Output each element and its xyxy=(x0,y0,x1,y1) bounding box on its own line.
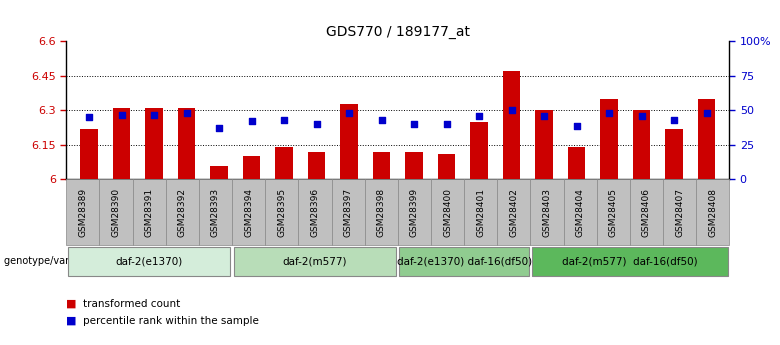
Bar xyxy=(438,154,456,179)
Bar xyxy=(210,166,228,179)
Bar xyxy=(145,108,163,179)
Point xyxy=(668,117,680,123)
Text: GSM28402: GSM28402 xyxy=(509,188,519,237)
Text: GSM28389: GSM28389 xyxy=(78,188,87,237)
Bar xyxy=(80,129,98,179)
Bar xyxy=(275,147,293,179)
Text: GSM28406: GSM28406 xyxy=(642,188,651,237)
Point xyxy=(213,126,225,131)
Bar xyxy=(470,122,488,179)
Text: GSM28399: GSM28399 xyxy=(410,188,419,237)
Point xyxy=(570,123,583,128)
Bar xyxy=(373,152,391,179)
Text: GSM28396: GSM28396 xyxy=(310,188,320,237)
Text: GSM28394: GSM28394 xyxy=(244,188,254,237)
Bar xyxy=(697,99,715,179)
Text: GSM28405: GSM28405 xyxy=(608,188,618,237)
Bar xyxy=(535,110,553,179)
Bar xyxy=(307,152,325,179)
Point xyxy=(148,112,161,117)
Text: GSM28408: GSM28408 xyxy=(708,188,718,237)
Bar xyxy=(340,104,358,179)
Text: genotype/variation ▶: genotype/variation ▶ xyxy=(4,256,107,266)
Bar xyxy=(502,71,520,179)
Text: GSM28403: GSM28403 xyxy=(542,188,551,237)
Text: ■: ■ xyxy=(66,316,76,326)
Text: transformed count: transformed count xyxy=(83,299,181,308)
Text: GSM28390: GSM28390 xyxy=(112,188,121,237)
Point xyxy=(505,108,518,113)
Point xyxy=(278,117,290,123)
Point xyxy=(603,110,615,116)
Point xyxy=(375,117,388,123)
Text: GSM28400: GSM28400 xyxy=(443,188,452,237)
Text: ■: ■ xyxy=(66,299,76,308)
Point xyxy=(408,121,420,127)
Text: GSM28395: GSM28395 xyxy=(277,188,286,237)
Text: daf-2(m577)  daf-16(df50): daf-2(m577) daf-16(df50) xyxy=(562,256,697,266)
Text: GSM28404: GSM28404 xyxy=(576,188,585,237)
Text: percentile rank within the sample: percentile rank within the sample xyxy=(83,316,259,326)
Point xyxy=(343,110,356,116)
Text: daf-2(m577): daf-2(m577) xyxy=(282,256,347,266)
Text: daf-2(e1370) daf-16(df50): daf-2(e1370) daf-16(df50) xyxy=(396,256,532,266)
Bar xyxy=(405,152,423,179)
Bar xyxy=(178,108,196,179)
Text: GSM28393: GSM28393 xyxy=(211,188,220,237)
Bar xyxy=(112,108,130,179)
Bar xyxy=(243,156,261,179)
Point xyxy=(83,115,95,120)
Point xyxy=(180,110,193,116)
Text: GSM28407: GSM28407 xyxy=(675,188,684,237)
Bar xyxy=(568,147,586,179)
Point xyxy=(310,121,323,127)
Point xyxy=(538,113,551,119)
Text: GSM28401: GSM28401 xyxy=(476,188,485,237)
Point xyxy=(700,110,713,116)
Text: GSM28397: GSM28397 xyxy=(343,188,353,237)
Point xyxy=(636,113,648,119)
Text: GSM28391: GSM28391 xyxy=(144,188,154,237)
Point xyxy=(115,112,128,117)
Bar xyxy=(665,129,683,179)
Bar xyxy=(600,99,618,179)
Point xyxy=(246,119,258,124)
Text: GSM28398: GSM28398 xyxy=(377,188,386,237)
Text: GSM28392: GSM28392 xyxy=(178,188,187,237)
Bar xyxy=(633,110,651,179)
Title: GDS770 / 189177_at: GDS770 / 189177_at xyxy=(326,25,470,39)
Point xyxy=(473,113,485,119)
Point xyxy=(441,121,453,127)
Text: daf-2(e1370): daf-2(e1370) xyxy=(115,256,183,266)
